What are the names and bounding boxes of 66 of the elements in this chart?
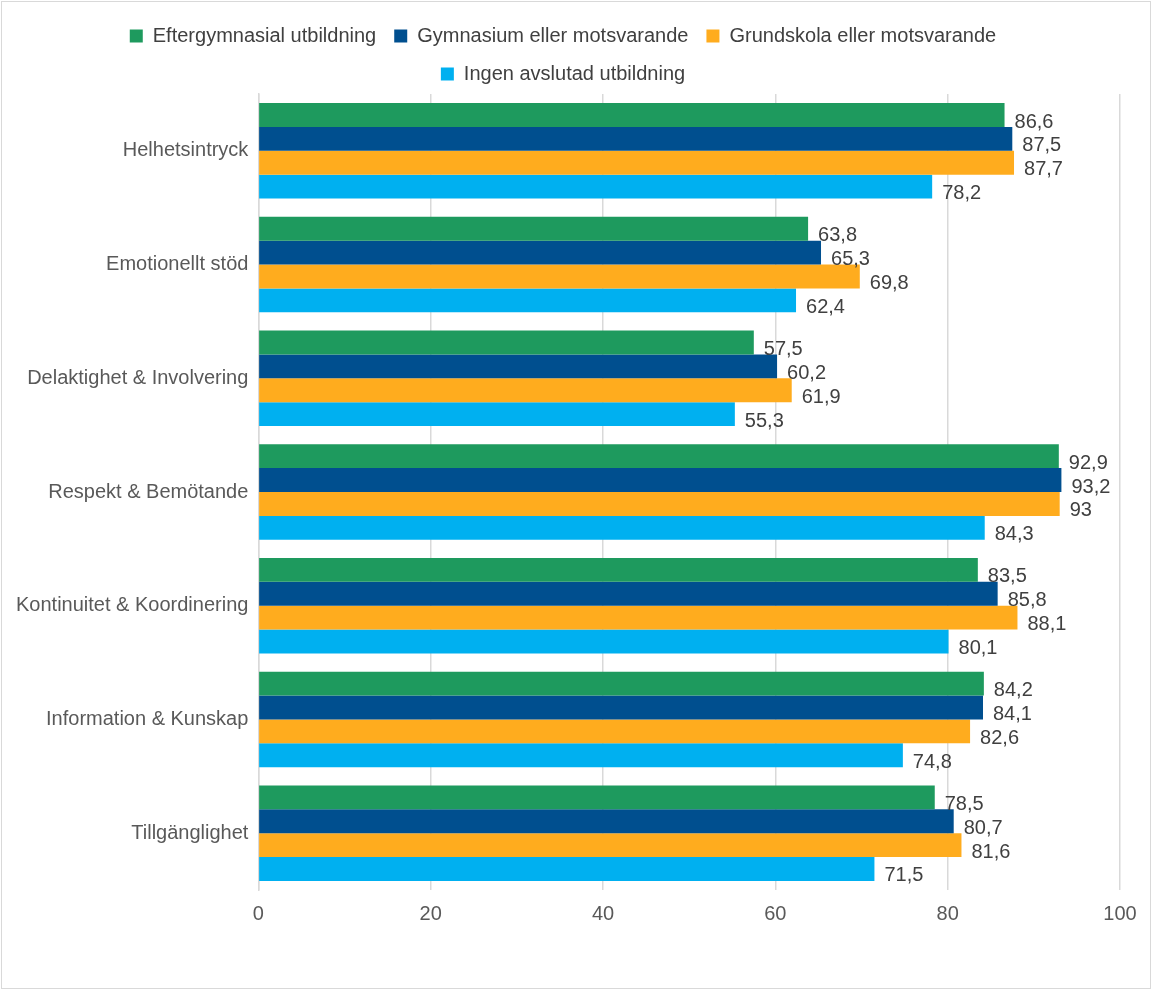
data-label: 57,5 xyxy=(763,336,803,359)
data-label: 81,6 xyxy=(971,839,1011,862)
y-tick-label: Kontinuitet & Koordinering xyxy=(16,593,249,616)
bar xyxy=(259,629,949,654)
data-label: 87,5 xyxy=(1022,133,1062,156)
bar xyxy=(259,330,754,355)
data-label: 84,3 xyxy=(994,522,1034,545)
bar xyxy=(259,671,984,696)
data-label: 61,9 xyxy=(801,384,841,407)
y-tick-label: Respekt & Bemötande xyxy=(48,479,249,502)
bar xyxy=(259,743,903,768)
bar xyxy=(259,785,935,810)
y-tick-label: Emotionellt stöd xyxy=(106,252,249,275)
bar xyxy=(259,833,962,858)
x-tick-label: 100 xyxy=(1103,901,1137,924)
data-label: 88,1 xyxy=(1027,612,1067,635)
data-label: 65,3 xyxy=(831,247,870,270)
data-label: 84,1 xyxy=(993,702,1032,724)
data-label: 78,5 xyxy=(944,791,984,814)
bar xyxy=(259,857,875,881)
bar xyxy=(259,103,1005,127)
legend-label: Grundskola eller motsvarande xyxy=(729,23,997,46)
data-label: 82,6 xyxy=(980,725,1020,748)
x-tick-label: 0 xyxy=(252,901,264,924)
x-tick-label: 40 xyxy=(591,901,615,924)
legend-label: Ingen avslutad utbildning xyxy=(463,61,686,84)
data-label: 63,8 xyxy=(818,223,858,246)
bar xyxy=(259,557,978,582)
data-label: 83,5 xyxy=(987,564,1027,587)
x-tick-label: 60 xyxy=(764,901,787,924)
bar xyxy=(259,126,1013,151)
bar xyxy=(259,444,1059,469)
bar xyxy=(259,492,1060,516)
data-label: 60,2 xyxy=(787,360,827,383)
data-label: 80,1 xyxy=(958,636,998,659)
data-label: 69,8 xyxy=(869,271,909,294)
data-label: 62,4 xyxy=(806,294,845,317)
bar xyxy=(259,695,983,720)
legend-label: Gymnasium eller motsvarande xyxy=(417,23,689,46)
bar xyxy=(259,150,1015,175)
bar xyxy=(259,719,971,744)
y-tick-label: Tillgänglighet xyxy=(131,820,249,843)
data-label: 92,9 xyxy=(1068,450,1108,473)
data-label: 71,5 xyxy=(884,863,924,886)
data-label: 74,8 xyxy=(912,749,952,772)
data-label: 93 xyxy=(1069,498,1092,521)
data-label: 84,2 xyxy=(993,678,1033,701)
x-tick-label: 80 xyxy=(936,901,959,924)
legend-label: Eftergymnasial utbildning xyxy=(152,23,377,46)
data-label: 85,8 xyxy=(1007,588,1047,611)
data-label: 80,7 xyxy=(963,815,1003,838)
data-label: 86,6 xyxy=(1014,109,1054,132)
bar xyxy=(259,402,735,427)
data-label: 55,3 xyxy=(744,408,784,431)
bar xyxy=(259,288,797,313)
data-label: 87,7 xyxy=(1024,157,1063,180)
y-tick-label: Helhetsintryck xyxy=(122,138,250,161)
bar xyxy=(259,515,985,540)
bar xyxy=(259,468,1062,492)
x-tick-label: 20 xyxy=(419,901,442,924)
data-label: 93,2 xyxy=(1071,474,1111,497)
y-tick-label: Delaktighet & Involvering xyxy=(27,365,249,388)
bar xyxy=(259,216,809,241)
data-label: 78,2 xyxy=(942,181,982,204)
y-tick-label: Information & Kunskap xyxy=(46,706,249,729)
bar xyxy=(259,174,933,199)
